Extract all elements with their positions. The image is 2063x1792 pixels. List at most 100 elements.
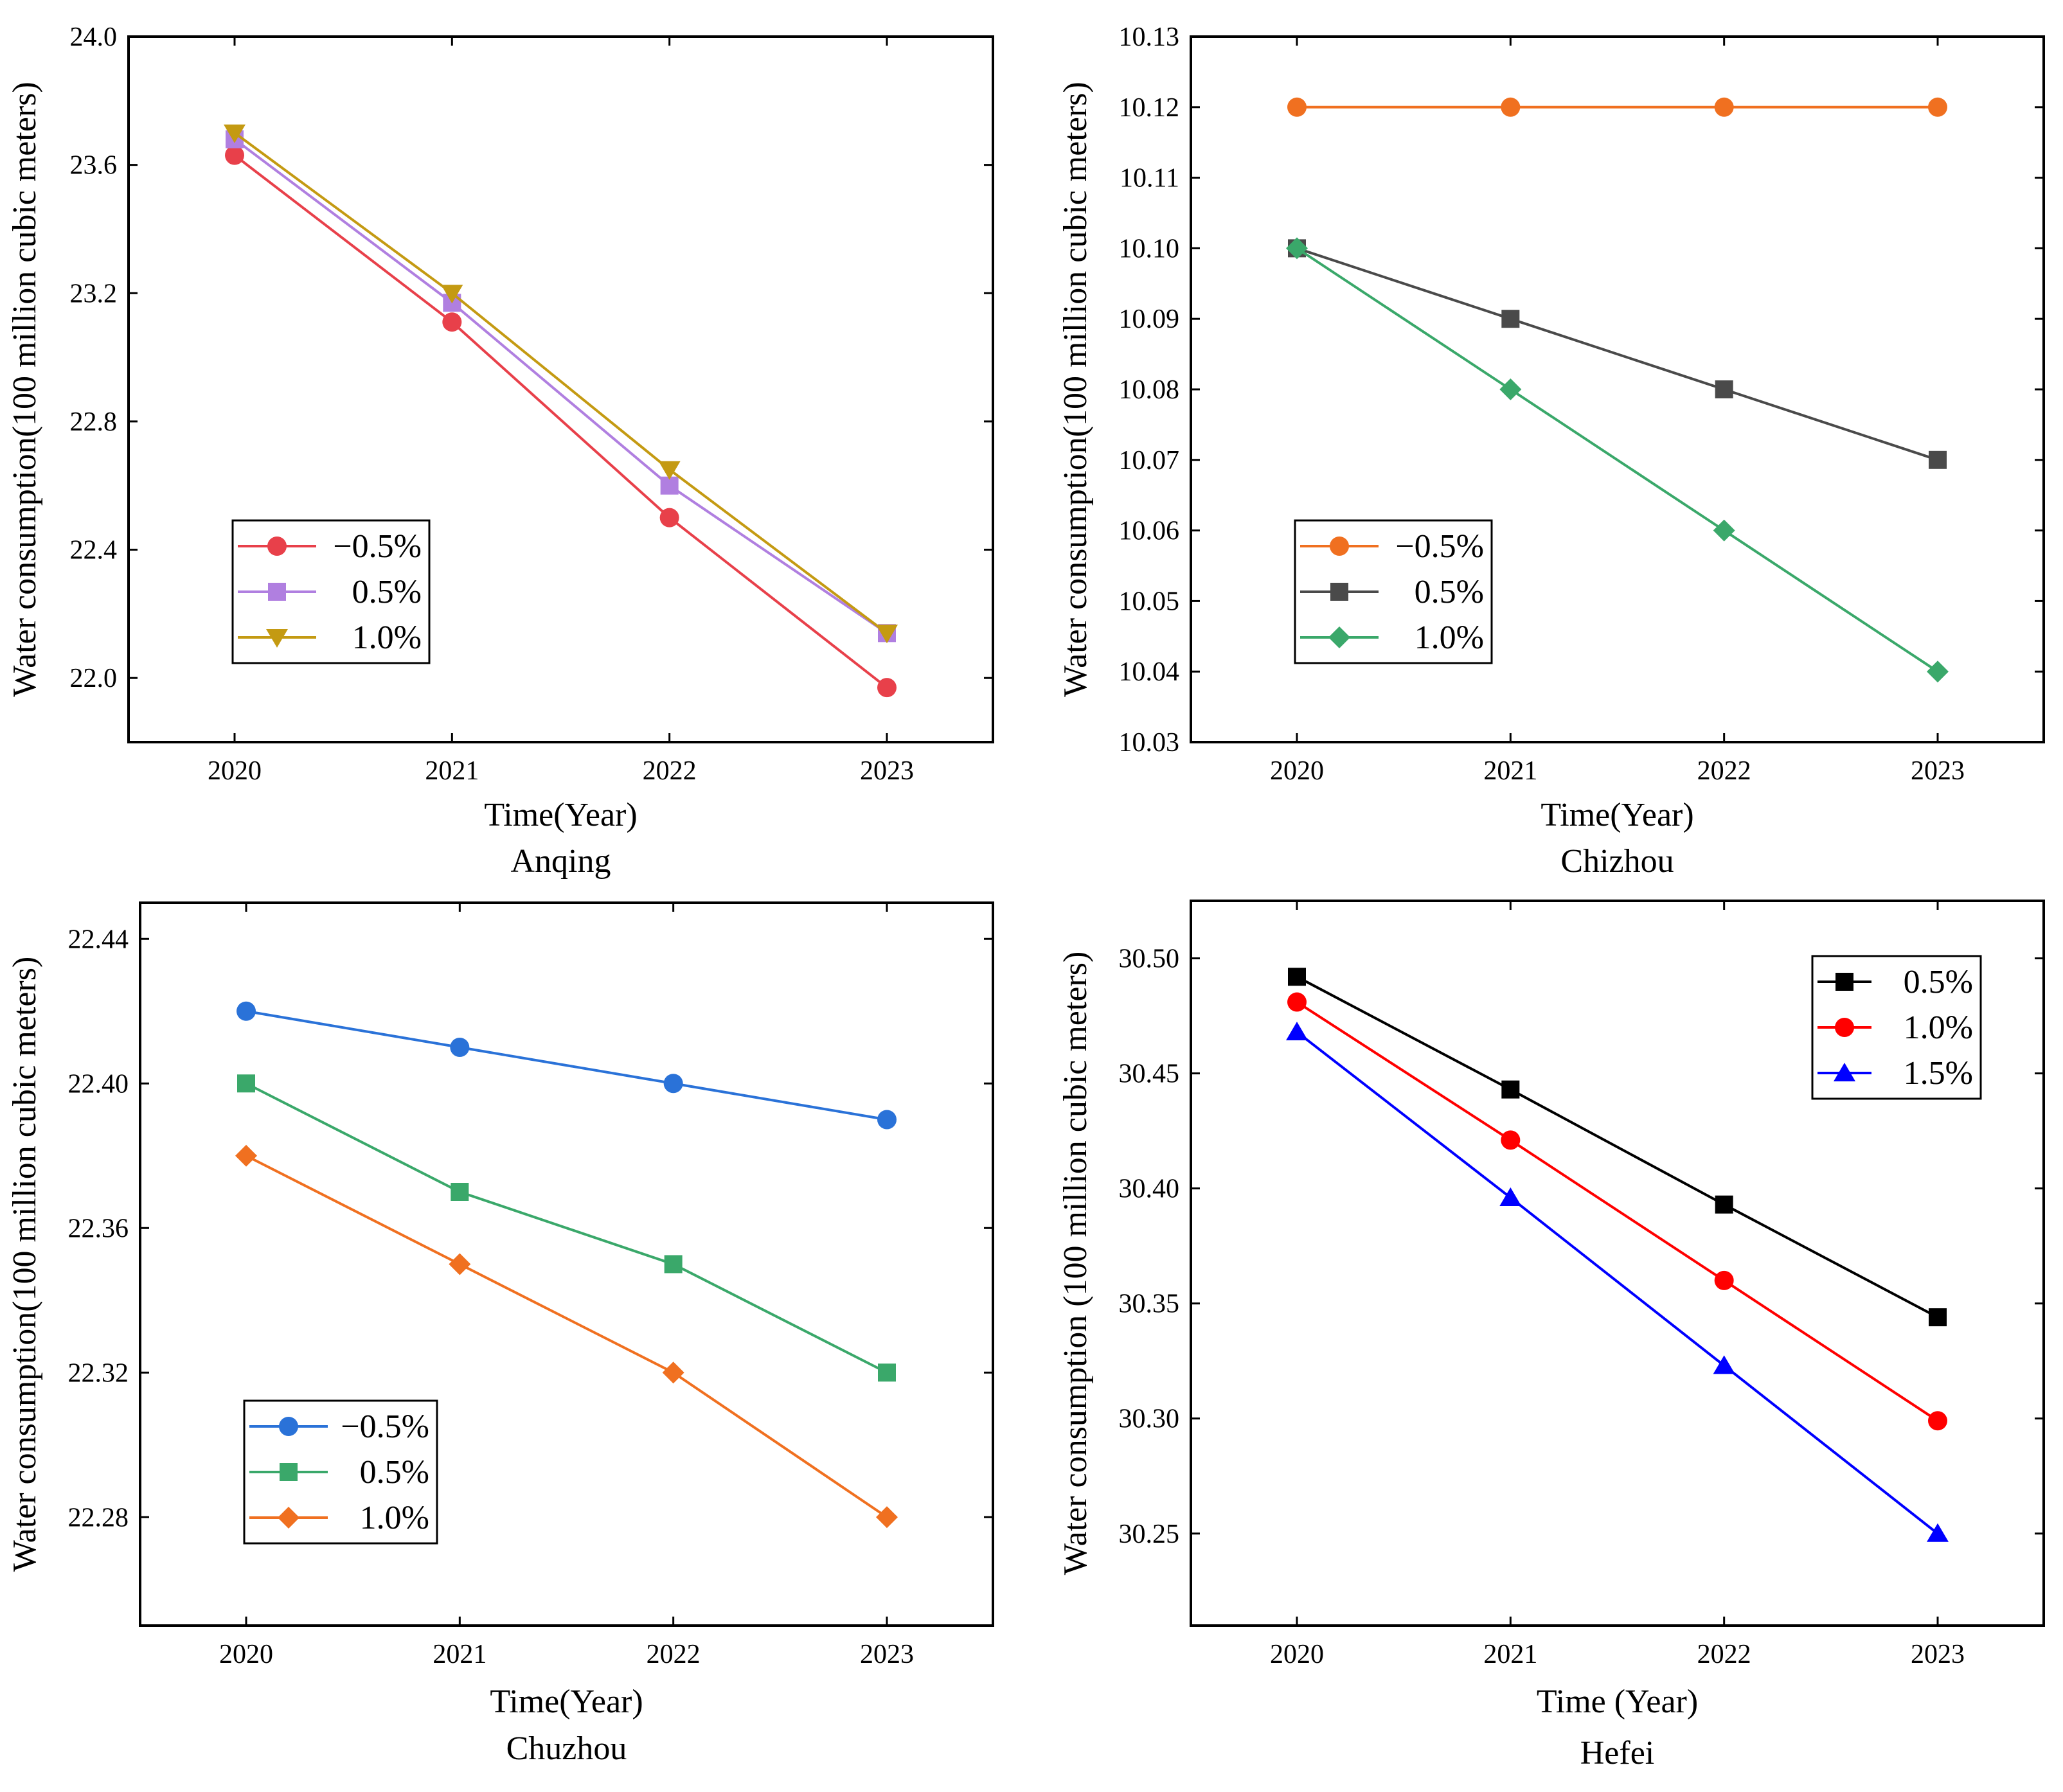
data-point [1715,1195,1733,1214]
series-line [246,1154,888,1518]
data-point [1928,97,1947,117]
legend-label: 1.5% [1904,1055,1973,1092]
data-point [1287,992,1307,1012]
data-point [442,312,462,332]
data-point [1501,97,1521,117]
data-point [237,1001,256,1021]
y-tick-label: 10.08 [1119,375,1180,405]
x-axis-label: Time(Year) [1541,797,1693,833]
y-tick-label: 23.6 [70,151,118,181]
x-tick-label: 2023 [1911,1640,1965,1669]
x-tick-label: 2022 [1697,756,1751,786]
data-point [1929,450,1947,469]
data-point [1927,1523,1949,1542]
legend-marker [1328,626,1350,648]
legend-marker [266,629,288,648]
data-point [876,1506,898,1529]
y-tick-label: 22.40 [68,1069,129,1099]
series-line [1296,247,1938,461]
x-tick-label: 2023 [860,756,914,786]
legend-marker [280,1463,298,1481]
legend-marker [279,1417,298,1436]
data-point [662,1362,684,1384]
data-point [450,1038,470,1057]
data-point [224,124,246,143]
legend-label: 1.0% [1904,1009,1973,1046]
legend-marker [1835,973,1853,991]
data-point [1501,310,1520,328]
x-axis-label: Time (Year) [1537,1683,1698,1720]
panel-title: Hefei [1580,1735,1654,1771]
data-point [1713,519,1735,542]
data-point [659,508,679,528]
x-tick-label: 2023 [1911,756,1965,786]
x-tick-label: 2020 [1270,1640,1324,1669]
y-axis-label: Water consumption(100 million cubic mete… [1057,82,1094,697]
x-axis-label: Time(Year) [490,1683,643,1720]
data-point [441,285,463,304]
x-axis-label: Time(Year) [484,797,637,833]
panel-title: Anqing [511,843,611,880]
legend-label: 0.5% [352,574,422,610]
data-point [1927,661,1949,683]
data-point [1928,1411,1947,1431]
data-point [225,145,244,165]
data-point [664,1255,683,1273]
data-point [237,1074,255,1093]
data-point [877,1110,897,1130]
data-point [1714,97,1734,117]
plot-frame [127,35,994,743]
y-tick-label: 10.10 [1119,234,1180,263]
legend-marker [1330,583,1348,601]
series-2 [224,124,898,644]
y-tick-label: 22.28 [68,1503,129,1532]
y-tick-label: 22.0 [70,664,118,693]
chart-panel-chizhou: 10.03 10.04 10.05 10.06 10.07 10.08 10.09 10.10… [1057,22,2045,880]
x-tick-label: 2021 [1483,756,1537,786]
data-point [1501,1130,1521,1150]
plot-frame [139,901,994,1627]
data-point [878,1363,896,1382]
y-tick-label: 24.0 [70,22,118,52]
legend-label: 0.5% [360,1454,429,1491]
legend: −0.5% 0.5% 1.0% [1294,519,1493,664]
data-point [1715,380,1733,398]
y-tick-label: 22.8 [70,407,118,437]
x-tick-label: 2021 [425,756,479,786]
legend: −0.5% 0.5% 1.0% [243,1399,438,1545]
y-tick-label: 22.44 [68,925,129,954]
x-tick-label: 2022 [647,1640,701,1669]
x-tick-label: 2020 [208,756,262,786]
data-point [235,1144,257,1167]
data-point [1499,378,1522,400]
data-point [1286,237,1308,260]
legend-label: −0.5% [333,528,422,565]
y-tick-label: 22.32 [68,1358,129,1388]
chart-panel-chuzhou: 22.28 22.32 22.36 22.40 22.44 2020 2021 2022 202… [6,901,994,1767]
x-tick-label: 2020 [1270,756,1324,786]
series-line [1296,1031,1939,1535]
series-line [1296,247,1939,673]
series-line [233,132,888,634]
series-2 [1286,1022,1949,1542]
data-point [1714,1270,1734,1290]
x-tick-label: 2022 [643,756,697,786]
legend-label: −0.5% [341,1408,429,1445]
y-tick-label: 30.40 [1119,1175,1180,1204]
y-tick-label: 10.03 [1119,728,1180,758]
legend: −0.5% 0.5% 1.0% [231,519,431,664]
data-point [451,1183,469,1201]
series-line [246,1082,888,1374]
legend-marker [278,1507,299,1529]
y-tick-label: 30.25 [1119,1520,1180,1549]
y-axis-label: Water consumption (100 million cubic met… [1057,952,1094,1575]
y-tick-label: 22.36 [68,1214,129,1243]
y-tick-label: 10.11 [1120,164,1179,193]
x-tick-label: 2023 [860,1640,914,1669]
legend-label: 0.5% [1904,964,1973,1000]
y-tick-label: 10.06 [1119,517,1180,546]
data-point [449,1253,471,1275]
series-1 [1288,239,1947,469]
legend-marker [268,583,286,601]
